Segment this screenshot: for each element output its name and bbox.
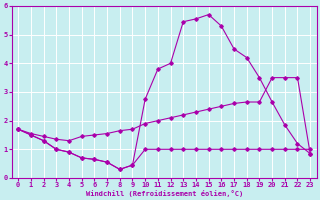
X-axis label: Windchill (Refroidissement éolien,°C): Windchill (Refroidissement éolien,°C) [85, 190, 243, 197]
